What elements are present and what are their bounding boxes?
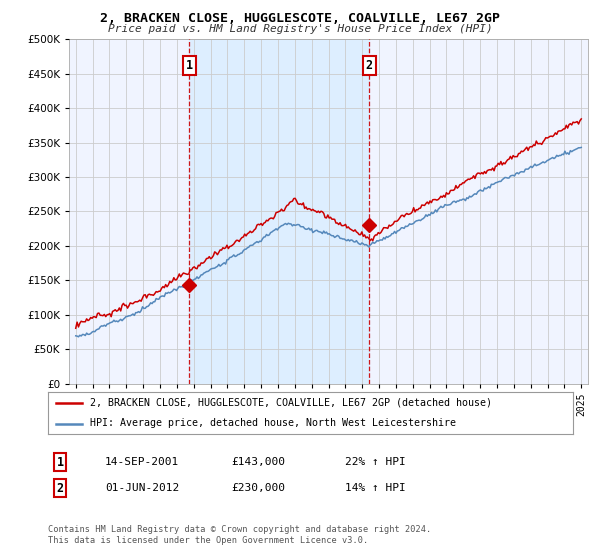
Text: 22% ↑ HPI: 22% ↑ HPI <box>345 457 406 467</box>
Text: 14% ↑ HPI: 14% ↑ HPI <box>345 483 406 493</box>
Bar <box>190 39 369 384</box>
Text: £230,000: £230,000 <box>231 483 285 493</box>
Text: 2, BRACKEN CLOSE, HUGGLESCOTE, COALVILLE, LE67 2GP (detached house): 2, BRACKEN CLOSE, HUGGLESCOTE, COALVILLE… <box>90 398 492 408</box>
Text: 2: 2 <box>366 59 373 72</box>
Text: 1: 1 <box>56 455 64 469</box>
Text: £143,000: £143,000 <box>231 457 285 467</box>
Text: 2, BRACKEN CLOSE, HUGGLESCOTE, COALVILLE, LE67 2GP: 2, BRACKEN CLOSE, HUGGLESCOTE, COALVILLE… <box>100 12 500 25</box>
Text: 14-SEP-2001: 14-SEP-2001 <box>105 457 179 467</box>
Text: Contains HM Land Registry data © Crown copyright and database right 2024.
This d: Contains HM Land Registry data © Crown c… <box>48 525 431 545</box>
Text: 2: 2 <box>56 482 64 495</box>
Text: HPI: Average price, detached house, North West Leicestershire: HPI: Average price, detached house, Nort… <box>90 418 456 428</box>
Text: 01-JUN-2012: 01-JUN-2012 <box>105 483 179 493</box>
Text: Price paid vs. HM Land Registry's House Price Index (HPI): Price paid vs. HM Land Registry's House … <box>107 24 493 34</box>
Text: 1: 1 <box>186 59 193 72</box>
